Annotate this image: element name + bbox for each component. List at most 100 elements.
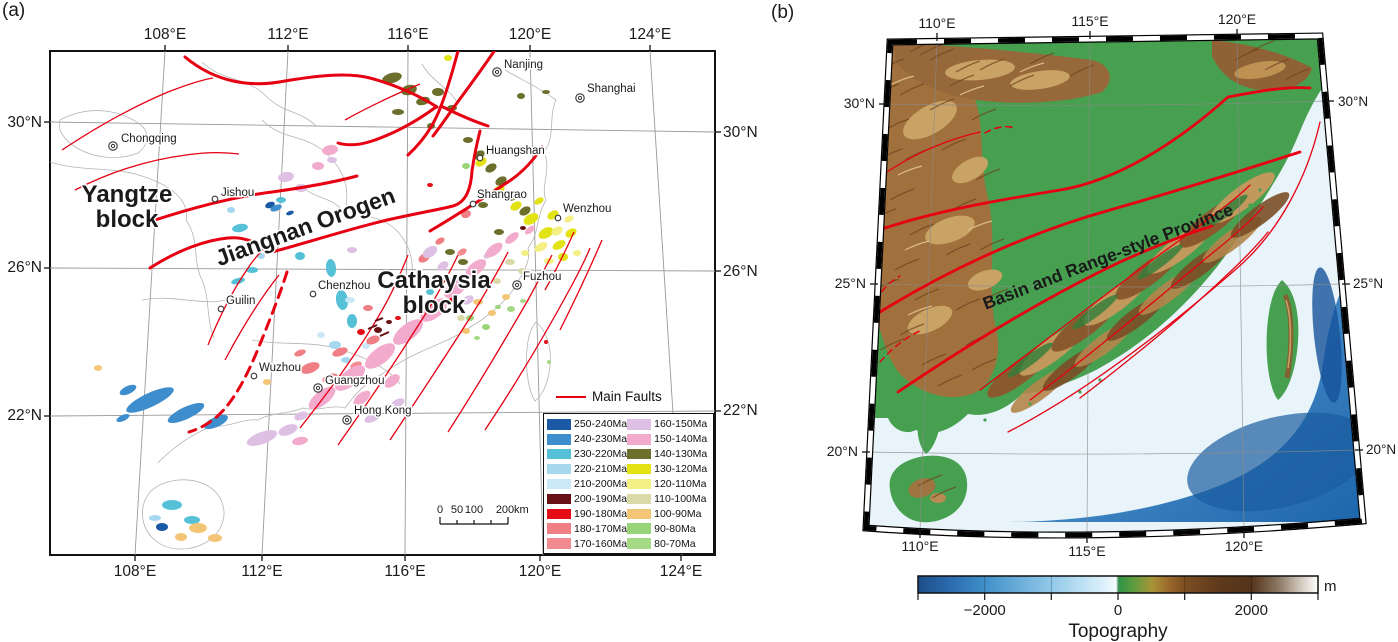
city-label: Chongqing — [121, 133, 177, 145]
legend-entry-left: 250-240Ma — [547, 417, 627, 432]
minor-fault-lines — [61, 77, 603, 446]
lon-label-bottom-b: 120°E — [1225, 538, 1263, 554]
topography-map-panel[interactable]: Basin and Range-style Province 110°E 115°… — [780, 0, 1398, 642]
legend-entry-left: 170-160Ma — [547, 536, 627, 551]
legend-entry-left: 190-180Ma — [547, 506, 627, 521]
lon-label-bottom: 116°E — [384, 563, 425, 580]
legend-column-left: 250-240Ma 240-230Ma 230-220Ma 220-210Ma 210-… — [547, 417, 627, 553]
city-fuzhou: Fuzhou — [512, 270, 563, 290]
city-label: Shangrao — [477, 189, 527, 201]
lat-label-right-b: 25°N — [1353, 276, 1383, 291]
city-label: Guilin — [226, 295, 255, 307]
legend-swatch — [627, 419, 652, 430]
lat-label-right-b: 30°N — [1338, 94, 1368, 109]
legend-range-label: 190-180Ma — [574, 507, 628, 520]
city-label: Guangzhou — [325, 375, 384, 387]
topography-colorbar: −2000 0 2000 m Topography — [917, 575, 1337, 642]
legend-entry-right: 140-130Ma — [627, 447, 707, 462]
terrain: Basin and Range-style Province — [866, 36, 1363, 536]
legend-range-label: 210-200Ma — [574, 478, 628, 490]
city-huangshan: Huangshan — [476, 144, 546, 162]
legend-range-label: 140-130Ma — [654, 448, 708, 461]
city-markers: Chongqing Nanjing Shanghai Fuzhou Guangzhou H… — [108, 58, 637, 425]
legend-swatch — [547, 419, 571, 430]
lon-label-top-b: 110°E — [918, 15, 955, 31]
lat-label-right: 22°N — [723, 402, 758, 419]
axis-ticks — [44, 45, 721, 561]
graticule-b — [869, 36, 1358, 536]
legend-swatch — [627, 478, 652, 490]
legend-entry-left: 240-230Ma — [547, 432, 627, 447]
scale-bar: 0 50 100 200 km — [437, 504, 529, 525]
lat-label-left-b: 30°N — [844, 95, 875, 111]
city-label: Hong Kong — [354, 405, 412, 417]
city-label: Jishou — [221, 187, 254, 199]
map-frame-b — [862, 32, 1367, 539]
cathaysia-block-label-line1: Cathaysia — [377, 267, 491, 294]
legend-range-label: 90-80Ma — [654, 522, 696, 535]
west-mountains — [866, 45, 999, 398]
legend-entry-right: 160-150Ma — [627, 417, 707, 432]
coastal-islands — [983, 188, 1262, 422]
city-label: Chenzhou — [318, 280, 370, 292]
legend-column-right: 160-150Ma 150-140Ma 140-130Ma 130-120Ma 120-… — [627, 417, 707, 553]
legend-swatch — [547, 448, 571, 460]
legend-swatch — [627, 448, 652, 460]
scalebar-number: 100 — [465, 504, 483, 516]
lon-label-top: 112°E — [267, 26, 308, 43]
legend-swatch — [627, 493, 652, 505]
legend-swatch — [627, 434, 652, 445]
city-label: Wenzhou — [563, 203, 611, 215]
fault-line-symbol — [556, 395, 586, 398]
legend-entry-left: 180-170Ma — [547, 521, 627, 536]
scalebar-number: 200 — [496, 504, 514, 516]
legend-entry-right: 150-140Ma — [627, 432, 707, 447]
legend-entry-left: 210-200Ma — [547, 477, 627, 492]
cathaysia-block-label-line2: block — [403, 292, 466, 319]
legend-entry-right: 130-120Ma — [627, 462, 707, 477]
lon-label-top: 108°E — [144, 26, 186, 43]
lon-label-top: 116°E — [387, 26, 428, 43]
axis-labels: 108°E 112°E 116°E 120°E 124°E 108°E 112°E 116°E… — [7, 26, 757, 580]
legend-swatch — [547, 493, 571, 505]
legend-entry-right: 120-110Ma — [627, 477, 707, 492]
legend-range-label: 130-120Ma — [654, 463, 708, 476]
lat-label-left: 30°N — [7, 114, 42, 131]
legend-swatch — [547, 538, 571, 549]
city-shangrao: Shangrao — [469, 188, 528, 208]
legend-entry-right: 100-90Ma — [627, 506, 707, 521]
city-shanghai: Shanghai — [575, 82, 637, 103]
fault-legend-label: Main Faults — [592, 389, 662, 404]
lon-label-top: 120°E — [509, 26, 551, 43]
legend-entry-right: 110-100Ma — [627, 491, 707, 506]
lat-label-right: 26°N — [723, 263, 758, 280]
legend-swatch — [547, 478, 571, 490]
axis-ticks-b — [862, 29, 1363, 543]
city-nanjing: Nanjing — [492, 58, 545, 77]
fault-legend: Main Faults — [556, 389, 662, 404]
city-label: Huangshan — [486, 145, 545, 157]
mountain-ridge-texture — [871, 40, 1310, 499]
city-guangzhou: Guangzhou — [313, 374, 386, 393]
yangtze-block-label-line1: Yangtze — [82, 181, 173, 208]
axis-labels-b: 110°E 115°E 120°E 110°E 115°E 120°E 30°N 25°N 20… — [827, 11, 1396, 559]
legend-swatch — [627, 523, 652, 534]
city-chenzhou: Chenzhou — [309, 279, 372, 298]
city-chongqing: Chongqing — [108, 132, 178, 151]
lat-label-left: 26°N — [7, 259, 42, 276]
colorbar-title: Topography — [1068, 621, 1168, 642]
legend-swatch — [627, 508, 652, 520]
lon-label-bottom-b: 115°E — [1068, 543, 1105, 559]
legend-range-label: 220-210Ma — [574, 463, 628, 476]
legend-swatch — [547, 523, 571, 534]
city-label: Fuzhou — [523, 271, 561, 283]
city-wuzhou: Wuzhou — [250, 361, 302, 380]
legend-entry-left: 200-190Ma — [547, 491, 627, 506]
legend-swatch — [547, 508, 571, 520]
legend-entry-right: 80-70Ma — [627, 536, 707, 551]
legend-range-label: 200-190Ma — [574, 492, 628, 505]
legend-range-label: 80-70Ma — [654, 537, 696, 550]
lat-label-left: 22°N — [7, 407, 42, 424]
legend-range-label: 180-170Ma — [574, 522, 628, 535]
faults-b — [874, 86, 1321, 433]
